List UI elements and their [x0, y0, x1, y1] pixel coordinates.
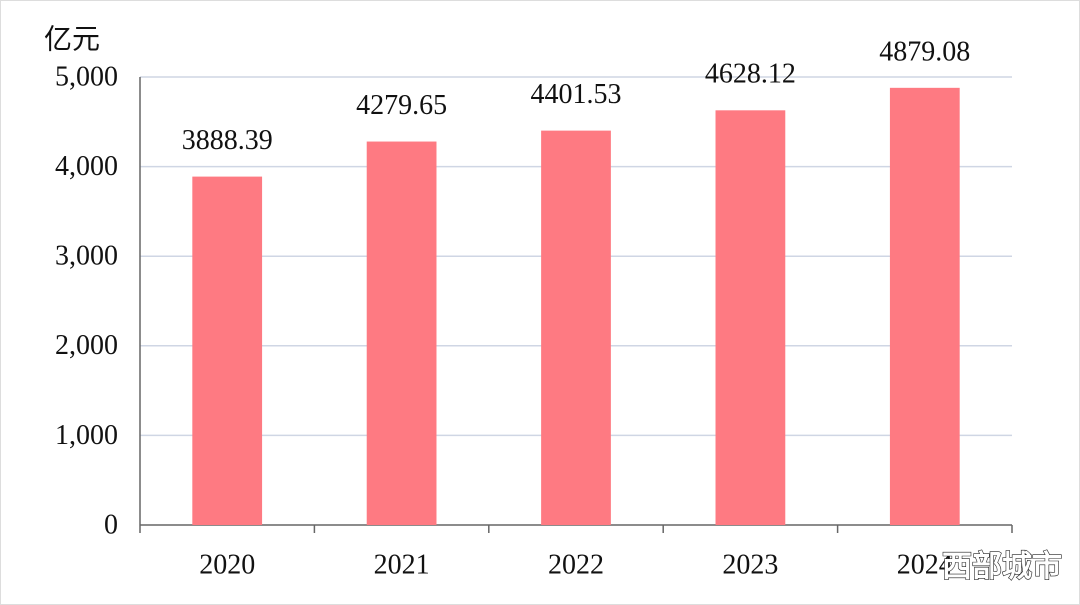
x-tick-label: 2022 [548, 549, 604, 580]
y-tick-label: 3,000 [55, 241, 118, 272]
value-label: 4279.65 [356, 90, 447, 121]
y-tick-label: 1,000 [55, 420, 118, 451]
value-label: 3888.39 [182, 125, 273, 156]
value-label: 4628.12 [705, 59, 796, 90]
y-axis-label: 亿元 [44, 23, 100, 55]
y-tick-label: 4,000 [55, 151, 118, 182]
bar [715, 110, 786, 526]
x-tick-label: 2020 [199, 549, 255, 580]
x-tick-label: 2021 [374, 549, 430, 580]
y-tick-label: 2,000 [55, 330, 118, 361]
bar [889, 87, 960, 525]
value-label: 4401.53 [531, 79, 622, 110]
bar [192, 176, 263, 525]
bar [541, 130, 611, 525]
bar [366, 141, 437, 525]
x-tick-label: 2024 [897, 549, 953, 580]
x-tick-label: 2023 [722, 549, 778, 580]
watermark: 西部城市 [942, 550, 1062, 585]
value-label: 4879.08 [879, 36, 970, 67]
y-tick-label: 5,000 [55, 61, 118, 92]
y-tick-label: 0 [104, 509, 118, 540]
